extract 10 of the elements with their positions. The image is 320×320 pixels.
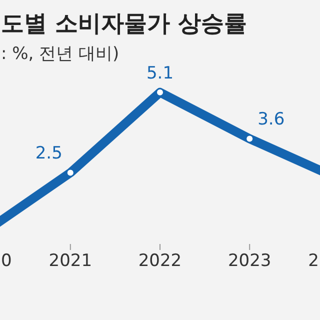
data-label: 3.6	[258, 110, 285, 130]
x-tick-label: 2	[308, 251, 319, 271]
chart-title: 도별 소비자물가 상승률	[1, 10, 248, 39]
data-label: 2.5	[35, 144, 62, 164]
x-tick-label: 0	[1, 251, 12, 271]
x-tick-label: 2021	[48, 251, 92, 271]
x-tick-label: 2022	[138, 251, 182, 271]
x-tick-label: 2023	[228, 251, 272, 271]
chart-subtitle: : %, 전년 대비)	[1, 43, 120, 65]
data-label: 5.1	[146, 63, 174, 84]
